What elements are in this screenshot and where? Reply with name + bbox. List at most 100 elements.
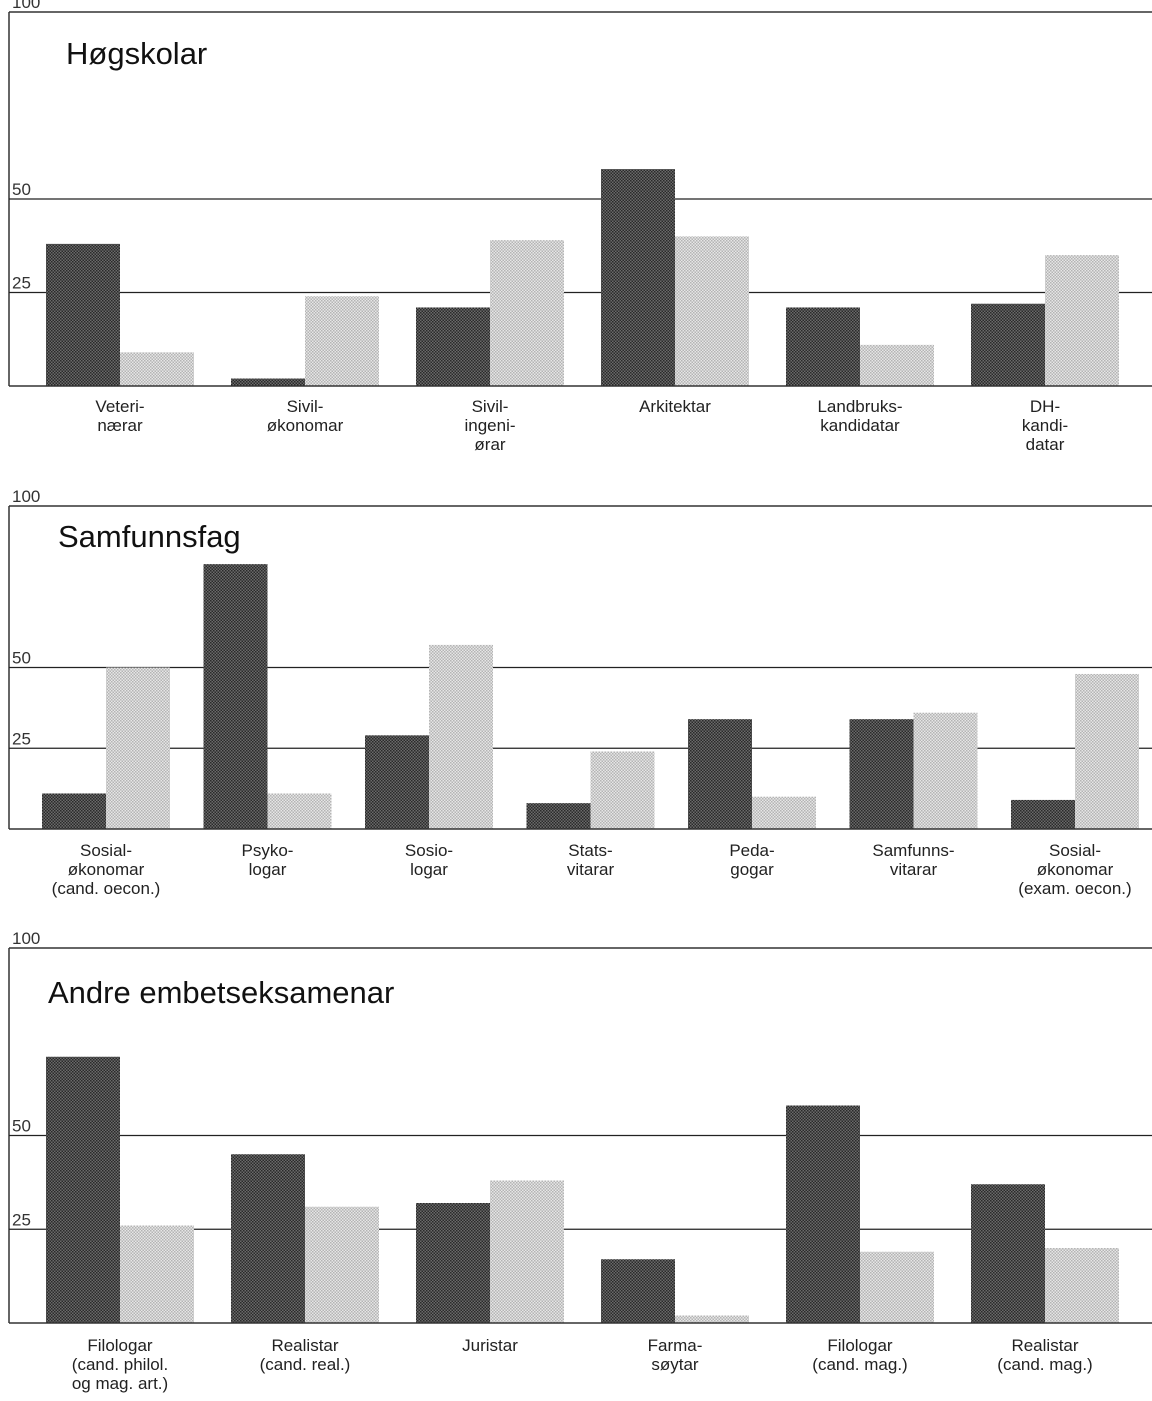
bar-dark-4 (601, 1259, 675, 1323)
bar-dark-5 (688, 719, 752, 829)
category-label-line: Filologar (87, 1336, 153, 1355)
category-label-line: ingeni- (464, 416, 515, 435)
bar-light-4 (675, 1315, 749, 1323)
y-tick-label-100: 100 (12, 487, 40, 506)
category-label-line: økonomar (1037, 860, 1114, 879)
category-label-6: DH-kandi-datar (1022, 397, 1068, 454)
bar-light-2 (267, 793, 332, 829)
category-label-line: logar (249, 860, 287, 879)
category-label-line: økonomar (68, 860, 145, 879)
category-label-line: Sosial- (80, 841, 132, 860)
category-label-line: (exam. oecon.) (1018, 879, 1131, 898)
category-label-line: Realistar (271, 1336, 338, 1355)
category-label-line: Sosial- (1049, 841, 1101, 860)
category-label-2: Psyko-logar (242, 841, 294, 879)
y-tick-label-50: 50 (12, 180, 31, 199)
bar-dark-2 (231, 1154, 305, 1323)
bar-dark-1 (46, 243, 120, 386)
bar-dark-6 (971, 303, 1045, 386)
bar-dark-2 (231, 378, 305, 386)
chart-panel-3: 25 50 100 Filologar (cand. philol. og mag. ar… (8, 929, 1152, 1393)
category-label-line: (cand. mag.) (997, 1355, 1092, 1374)
bar-dark-5 (786, 307, 860, 386)
bar-dark-4 (526, 803, 591, 829)
category-label-line: nærar (97, 416, 143, 435)
y-tick-label-100: 100 (12, 0, 40, 12)
bar-dark-3 (365, 735, 429, 829)
category-label-line: datar (1026, 435, 1065, 454)
category-label-line: økonomar (267, 416, 344, 435)
category-label-6: Samfunns-vitarar (872, 841, 954, 879)
category-label-1: Sosial-økonomar (cand. oecon.) (52, 841, 161, 898)
category-label-line: Arkitektar (639, 397, 711, 416)
category-label-line: logar (410, 860, 448, 879)
bar-light-1 (120, 352, 194, 386)
category-label-3: Juristar (462, 1336, 518, 1355)
category-label-line: (cand. oecon.) (52, 879, 161, 898)
bar-light-7 (1075, 673, 1139, 829)
category-label-4: Farma-søytar (648, 1336, 703, 1374)
category-label-line: søytar (651, 1355, 699, 1374)
bar-light-1 (120, 1225, 194, 1323)
category-label-4: Arkitektar (639, 397, 711, 416)
category-label-line: vitarar (890, 860, 938, 879)
bar-light-2 (305, 1206, 379, 1323)
category-label-line: Farma- (648, 1336, 703, 1355)
chart-panel-1: 2550100Veteri-nærarSivil-økonomarSivil-i… (8, 0, 1152, 454)
bar-light-6 (1045, 1248, 1119, 1323)
bar-light-5 (860, 344, 934, 386)
category-label-4: Stats-vitarar (567, 841, 615, 879)
category-label-line: Sivil- (287, 397, 324, 416)
bar-light-3 (429, 644, 493, 829)
bar-dark-2 (203, 564, 268, 829)
bar-dark-6 (849, 719, 914, 829)
chart-title: Samfunnsfag (58, 519, 241, 554)
bar-light-6 (913, 712, 978, 829)
y-tick-label-25: 25 (12, 274, 31, 293)
bar-light-1 (106, 667, 170, 829)
category-label-3: Sosio-logar (405, 841, 453, 879)
category-label-1: Veteri-nærar (95, 397, 144, 435)
bar-dark-1 (42, 793, 106, 829)
category-label-1: Filologar (cand. philol. og mag. art.) (72, 1336, 168, 1393)
category-label-line: Sivil- (472, 397, 509, 416)
category-label-5: Landbruks-kandidatar (817, 397, 902, 435)
bar-light-2 (305, 296, 379, 386)
category-label-line: Psyko- (242, 841, 294, 860)
y-tick-label-100: 100 (12, 929, 40, 948)
category-label-5: Filologar (cand. mag.) (812, 1336, 907, 1374)
chart-title: Andre embetseksamenar (48, 975, 394, 1010)
category-label-line: (cand. philol. (72, 1355, 168, 1374)
bar-dark-3 (416, 307, 490, 386)
category-label-line: (cand. real.) (260, 1355, 351, 1374)
category-label-line: gogar (730, 860, 774, 879)
y-tick-label-25: 25 (12, 729, 31, 748)
category-label-3: Sivil-ingeni-ørar (464, 397, 515, 454)
category-label-line: Juristar (462, 1336, 518, 1355)
chart-title: Høgskolar (66, 36, 207, 71)
category-label-line: Landbruks- (817, 397, 902, 416)
category-label-line: Peda- (729, 841, 774, 860)
bar-light-3 (490, 1180, 564, 1323)
bar-dark-1 (46, 1056, 120, 1323)
y-tick-label-50: 50 (12, 1117, 31, 1136)
category-label-line: Stats- (568, 841, 612, 860)
bar-light-3 (490, 240, 564, 386)
bar-dark-5 (786, 1105, 860, 1323)
category-label-line: vitarar (567, 860, 615, 879)
category-label-6: Realistar (cand. mag.) (997, 1336, 1092, 1374)
bar-dark-6 (971, 1184, 1045, 1323)
y-tick-label-25: 25 (12, 1210, 31, 1229)
category-label-5: Peda-gogar (729, 841, 774, 879)
bar-dark-3 (416, 1203, 490, 1323)
category-label-line: Realistar (1011, 1336, 1078, 1355)
category-label-line: DH- (1030, 397, 1060, 416)
bar-light-5 (752, 796, 816, 829)
bar-light-5 (860, 1251, 934, 1323)
category-label-line: og mag. art.) (72, 1374, 168, 1393)
bar-light-4 (590, 751, 655, 829)
bar-light-4 (675, 236, 749, 386)
category-label-7: Sosial-økonomar (exam. oecon.) (1018, 841, 1131, 898)
